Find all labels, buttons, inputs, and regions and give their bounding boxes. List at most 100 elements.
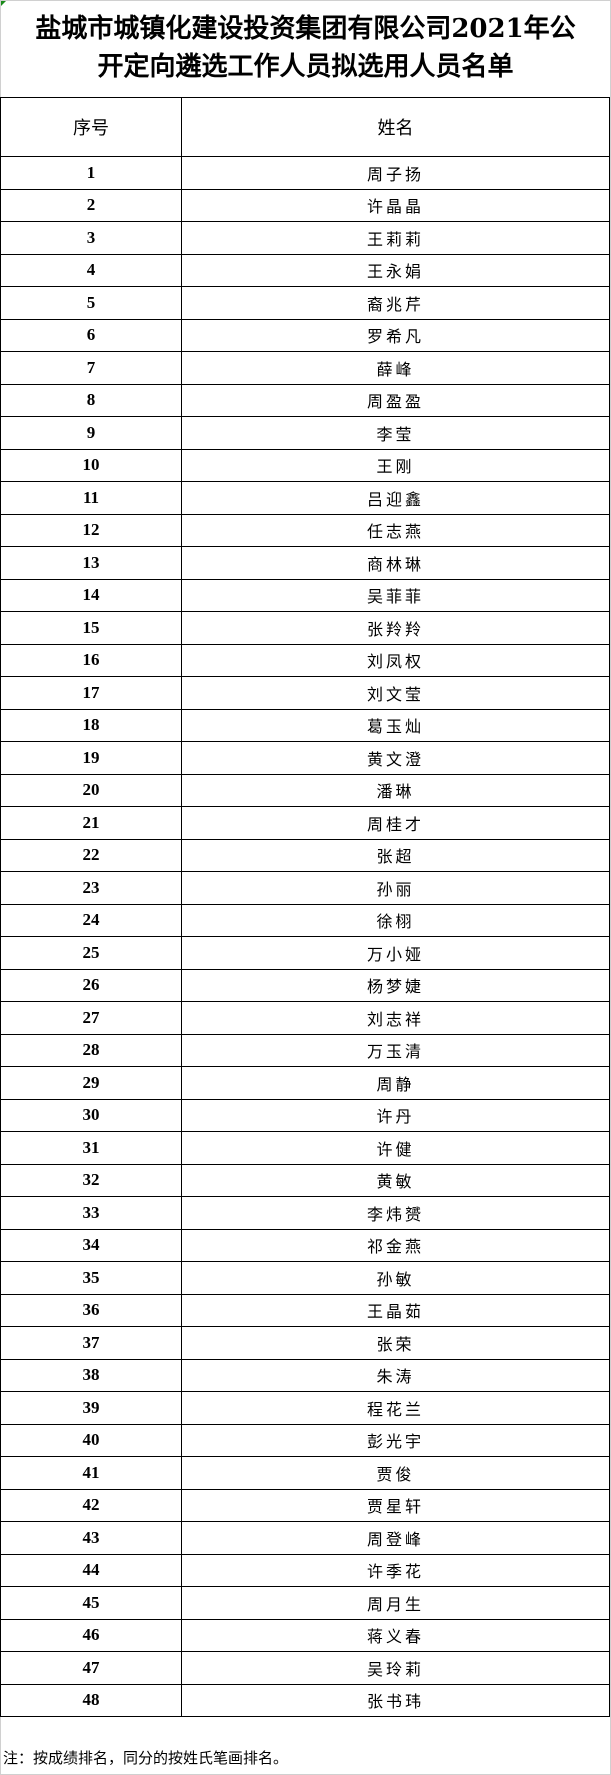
serial-number-cell: 16 — [0, 643, 182, 677]
name-cell: 周月生 — [181, 1586, 610, 1620]
table-row: 26 杨梦婕 — [0, 968, 610, 1002]
serial-number-cell: 41 — [0, 1456, 182, 1490]
serial-number-cell: 14 — [0, 578, 182, 612]
name-cell: 黄文澄 — [181, 741, 610, 775]
name-cell: 许季花 — [181, 1553, 610, 1587]
serial-number-cell: 6 — [0, 318, 182, 352]
name-cell: 张羚羚 — [181, 611, 610, 645]
name-cell: 周登峰 — [181, 1521, 610, 1555]
serial-number-cell: 9 — [0, 416, 182, 450]
table-row: 10 王刚 — [0, 448, 610, 482]
table-row: 31 许健 — [0, 1131, 610, 1165]
serial-number-cell: 44 — [0, 1553, 182, 1587]
table-row: 12 任志燕 — [0, 513, 610, 547]
serial-number-cell: 48 — [0, 1683, 182, 1717]
cell-marker-icon — [1, 1, 6, 6]
serial-number-cell: 40 — [0, 1423, 182, 1457]
table-row: 5 裔兆芹 — [0, 286, 610, 320]
table-row: 16 刘凤权 — [0, 643, 610, 677]
serial-number-cell: 46 — [0, 1618, 182, 1652]
serial-number-cell: 20 — [0, 773, 182, 807]
table-row: 37 张荣 — [0, 1326, 610, 1360]
serial-number-cell: 35 — [0, 1261, 182, 1295]
name-cell: 万玉清 — [181, 1033, 610, 1067]
name-cell: 罗希凡 — [181, 318, 610, 352]
serial-number-cell: 11 — [0, 481, 182, 515]
name-cell: 祁金燕 — [181, 1228, 610, 1262]
table-row: 2 许晶晶 — [0, 188, 610, 222]
name-cell: 徐栩 — [181, 903, 610, 937]
name-cell: 贾星轩 — [181, 1488, 610, 1522]
table-row: 17 刘文莹 — [0, 676, 610, 710]
table-row: 44 许季花 — [0, 1553, 610, 1587]
name-cell: 王晶茹 — [181, 1293, 610, 1327]
table-row: 7 薛峰 — [0, 351, 610, 385]
serial-number-cell: 33 — [0, 1196, 182, 1230]
name-cell: 周盈盈 — [181, 383, 610, 417]
serial-number-cell: 4 — [0, 253, 182, 287]
table-row: 15 张羚羚 — [0, 611, 610, 645]
table-row: 48 张书玮 — [0, 1683, 610, 1717]
table-row: 40 彭光宇 — [0, 1423, 610, 1457]
serial-number-cell: 32 — [0, 1163, 182, 1197]
serial-number-cell: 43 — [0, 1521, 182, 1555]
serial-number-cell: 18 — [0, 708, 182, 742]
name-cell: 刘文莹 — [181, 676, 610, 710]
serial-number-cell: 28 — [0, 1033, 182, 1067]
footnote: 注：按成绩排名，同分的按姓氏笔画排名。 — [3, 1749, 289, 1767]
serial-number-cell: 39 — [0, 1391, 182, 1425]
table-row: 8 周盈盈 — [0, 383, 610, 417]
table-row: 1 周子扬 — [0, 156, 610, 190]
table-row: 33 李炜赟 — [0, 1196, 610, 1230]
table-row: 23 孙丽 — [0, 871, 610, 905]
serial-number-cell: 5 — [0, 286, 182, 320]
table-row: 29 周静 — [0, 1066, 610, 1100]
name-cell: 刘志祥 — [181, 1001, 610, 1035]
table-row: 39 程花兰 — [0, 1391, 610, 1425]
serial-number-cell: 47 — [0, 1651, 182, 1685]
serial-number-cell: 30 — [0, 1098, 182, 1132]
name-cell: 周子扬 — [181, 156, 610, 190]
table-row: 35 孙敏 — [0, 1261, 610, 1295]
name-cell: 张书玮 — [181, 1683, 610, 1717]
name-cell: 周静 — [181, 1066, 610, 1100]
name-cell: 孙敏 — [181, 1261, 610, 1295]
serial-number-cell: 25 — [0, 936, 182, 970]
serial-number-cell: 19 — [0, 741, 182, 775]
serial-number-cell: 37 — [0, 1326, 182, 1360]
serial-number-cell: 27 — [0, 1001, 182, 1035]
name-cell: 万小娅 — [181, 936, 610, 970]
header-name: 姓名 — [181, 97, 610, 157]
name-cell: 王永娟 — [181, 253, 610, 287]
serial-number-cell: 8 — [0, 383, 182, 417]
name-cell: 潘琳 — [181, 773, 610, 807]
serial-number-cell: 3 — [0, 221, 182, 255]
table-row: 14 吴菲菲 — [0, 578, 610, 612]
serial-number-cell: 24 — [0, 903, 182, 937]
name-cell: 商林琳 — [181, 546, 610, 580]
serial-number-cell: 23 — [0, 871, 182, 905]
name-cell: 吴玲莉 — [181, 1651, 610, 1685]
name-cell: 吕迎鑫 — [181, 481, 610, 515]
table-row: 30 许丹 — [0, 1098, 610, 1132]
serial-number-cell: 29 — [0, 1066, 182, 1100]
table-row: 34 祁金燕 — [0, 1228, 610, 1262]
name-cell: 周桂才 — [181, 806, 610, 840]
table-row: 19 黄文澄 — [0, 741, 610, 775]
name-cell: 黄敏 — [181, 1163, 610, 1197]
name-cell: 张荣 — [181, 1326, 610, 1360]
title-line-1: 盐城市城镇化建设投资集团有限公司2021年公 — [35, 14, 576, 44]
serial-number-cell: 7 — [0, 351, 182, 385]
table-row: 22 张超 — [0, 838, 610, 872]
table-row: 27 刘志祥 — [0, 1001, 610, 1035]
table-row: 43 周登峰 — [0, 1521, 610, 1555]
name-cell: 薛峰 — [181, 351, 610, 385]
name-cell: 贾俊 — [181, 1456, 610, 1490]
table-row: 25 万小娅 — [0, 936, 610, 970]
table-row: 3 王莉莉 — [0, 221, 610, 255]
serial-number-cell: 38 — [0, 1358, 182, 1392]
name-cell: 许晶晶 — [181, 188, 610, 222]
serial-number-cell: 17 — [0, 676, 182, 710]
serial-number-cell: 26 — [0, 968, 182, 1002]
table-header-row: 序号 姓名 — [0, 97, 610, 157]
